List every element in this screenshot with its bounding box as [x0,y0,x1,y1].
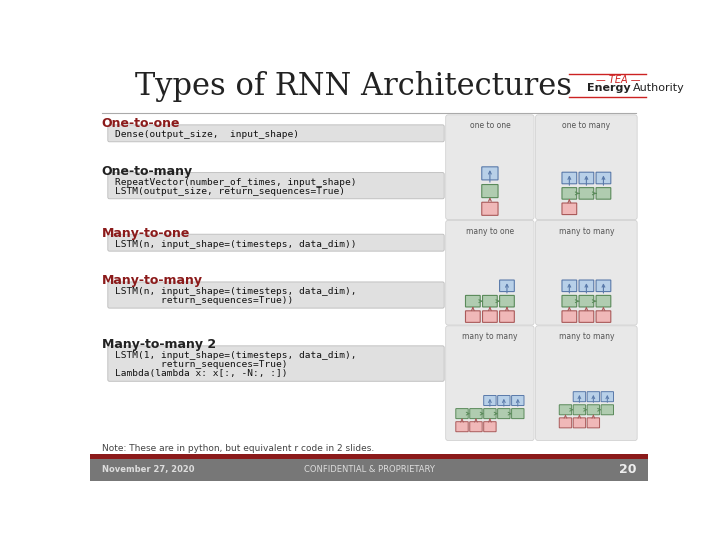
FancyBboxPatch shape [562,311,577,322]
FancyBboxPatch shape [579,295,594,307]
FancyBboxPatch shape [456,422,468,431]
Text: many to one: many to one [466,226,514,235]
FancyBboxPatch shape [596,280,611,292]
FancyBboxPatch shape [579,280,594,292]
Text: One-to-one: One-to-one [102,117,180,130]
FancyBboxPatch shape [484,395,496,406]
FancyBboxPatch shape [573,418,585,428]
FancyBboxPatch shape [484,422,496,431]
Text: Authority: Authority [632,83,684,93]
FancyBboxPatch shape [108,234,444,251]
FancyBboxPatch shape [446,115,534,220]
FancyBboxPatch shape [500,280,514,292]
FancyBboxPatch shape [573,405,585,415]
FancyBboxPatch shape [588,405,600,415]
FancyBboxPatch shape [108,282,444,308]
Text: Energy: Energy [588,83,631,93]
Text: Note: These are in python, but equivalent r code in 2 slides.: Note: These are in python, but equivalen… [102,444,374,453]
Bar [90,459,648,481]
FancyBboxPatch shape [562,280,577,292]
Text: Many-to-many: Many-to-many [102,274,202,287]
Text: return_sequences=True)): return_sequences=True)) [114,296,293,305]
FancyBboxPatch shape [482,167,498,180]
FancyBboxPatch shape [536,220,637,325]
Text: November 27, 2020: November 27, 2020 [102,465,194,474]
FancyBboxPatch shape [596,295,611,307]
Text: CONFIDENTIAL & PROPRIETARY: CONFIDENTIAL & PROPRIETARY [304,465,434,474]
FancyBboxPatch shape [482,202,498,215]
FancyBboxPatch shape [498,409,510,419]
FancyBboxPatch shape [596,311,611,322]
Text: many to many: many to many [559,332,614,341]
FancyBboxPatch shape [536,115,637,220]
FancyBboxPatch shape [512,395,524,406]
FancyBboxPatch shape [482,295,498,307]
FancyBboxPatch shape [466,295,480,307]
Text: One-to-many: One-to-many [102,165,193,178]
FancyBboxPatch shape [559,418,572,428]
FancyBboxPatch shape [469,422,482,431]
FancyBboxPatch shape [562,187,577,199]
FancyBboxPatch shape [512,409,524,419]
FancyBboxPatch shape [469,409,482,419]
Text: many to many: many to many [462,332,518,341]
FancyBboxPatch shape [579,311,594,322]
FancyBboxPatch shape [601,392,613,402]
FancyBboxPatch shape [446,220,534,325]
FancyBboxPatch shape [108,173,444,199]
Text: return_sequences=True): return_sequences=True) [114,360,287,369]
Text: LSTM(n, input_shape=(timesteps, data_dim),: LSTM(n, input_shape=(timesteps, data_dim… [114,287,356,296]
FancyBboxPatch shape [500,311,514,322]
Text: many to many: many to many [559,226,614,235]
FancyBboxPatch shape [588,418,600,428]
FancyBboxPatch shape [596,172,611,184]
Text: — TEA —: — TEA — [595,75,640,85]
Text: LSTM(output_size, return_sequences=True): LSTM(output_size, return_sequences=True) [114,187,345,196]
FancyBboxPatch shape [446,326,534,441]
Text: Many-to-many 2: Many-to-many 2 [102,338,216,351]
FancyBboxPatch shape [579,187,594,199]
Text: RepeatVector(number_of_times, input_shape): RepeatVector(number_of_times, input_shap… [114,178,356,187]
FancyBboxPatch shape [588,392,600,402]
Text: one to many: one to many [562,121,611,130]
FancyBboxPatch shape [562,203,577,214]
FancyBboxPatch shape [601,405,613,415]
Text: Dense(output_size,  input_shape): Dense(output_size, input_shape) [114,130,299,139]
FancyBboxPatch shape [466,311,480,322]
FancyBboxPatch shape [579,172,594,184]
FancyBboxPatch shape [498,395,510,406]
FancyBboxPatch shape [482,311,498,322]
FancyBboxPatch shape [108,125,444,142]
FancyBboxPatch shape [536,326,637,441]
Text: one to one: one to one [469,121,510,130]
Text: LSTM(n, input_shape=(timesteps, data_dim)): LSTM(n, input_shape=(timesteps, data_dim… [114,240,356,248]
FancyBboxPatch shape [484,409,496,419]
FancyBboxPatch shape [596,187,611,199]
FancyBboxPatch shape [456,409,468,419]
FancyBboxPatch shape [500,295,514,307]
Text: Types of RNN Architectures: Types of RNN Architectures [135,71,572,102]
FancyBboxPatch shape [482,185,498,198]
Text: Many-to-one: Many-to-one [102,226,190,240]
Text: 20: 20 [619,463,636,476]
FancyBboxPatch shape [562,295,577,307]
Text: LSTM(1, input_shape=(timesteps, data_dim),: LSTM(1, input_shape=(timesteps, data_dim… [114,351,356,360]
Text: Lambda(lambda x: x[:, -N:, :]): Lambda(lambda x: x[:, -N:, :]) [114,369,287,378]
FancyBboxPatch shape [573,392,585,402]
FancyBboxPatch shape [562,172,577,184]
FancyBboxPatch shape [559,405,572,415]
Bar [90,454,648,459]
FancyBboxPatch shape [108,346,444,381]
